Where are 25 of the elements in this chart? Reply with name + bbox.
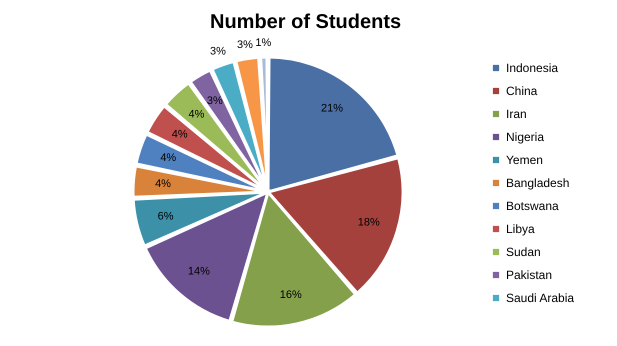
data-label: 4% [155,178,172,190]
chart-title: Number of Students [210,11,402,33]
legend-label: Saudi Arabia [506,291,574,305]
legend-label: Botswana [506,199,560,213]
legend-label: Sudan [506,245,541,259]
data-label: 16% [280,288,302,301]
legend-label: Yemen [506,153,543,167]
legend-label: China [506,84,538,98]
data-label: 4% [160,152,176,164]
data-label: 6% [158,210,174,222]
data-label: 14% [188,265,210,278]
legend-label: Iran [506,107,527,121]
data-label: 18% [358,216,380,229]
data-label: 3% [210,46,226,58]
data-label: 3% [236,38,254,51]
data-label: 3% [206,95,224,108]
legend-label: Nigeria [506,130,544,144]
legend-label: Indonesia [506,61,558,75]
legend-label: Libya [506,222,536,236]
data-label: 4% [188,108,205,121]
legend-label: Bangladesh [506,176,570,190]
data-label: 4% [172,128,188,141]
data-label: 21% [320,102,344,114]
data-label: 1% [255,37,272,50]
legend-label: Pakistan [506,268,552,282]
